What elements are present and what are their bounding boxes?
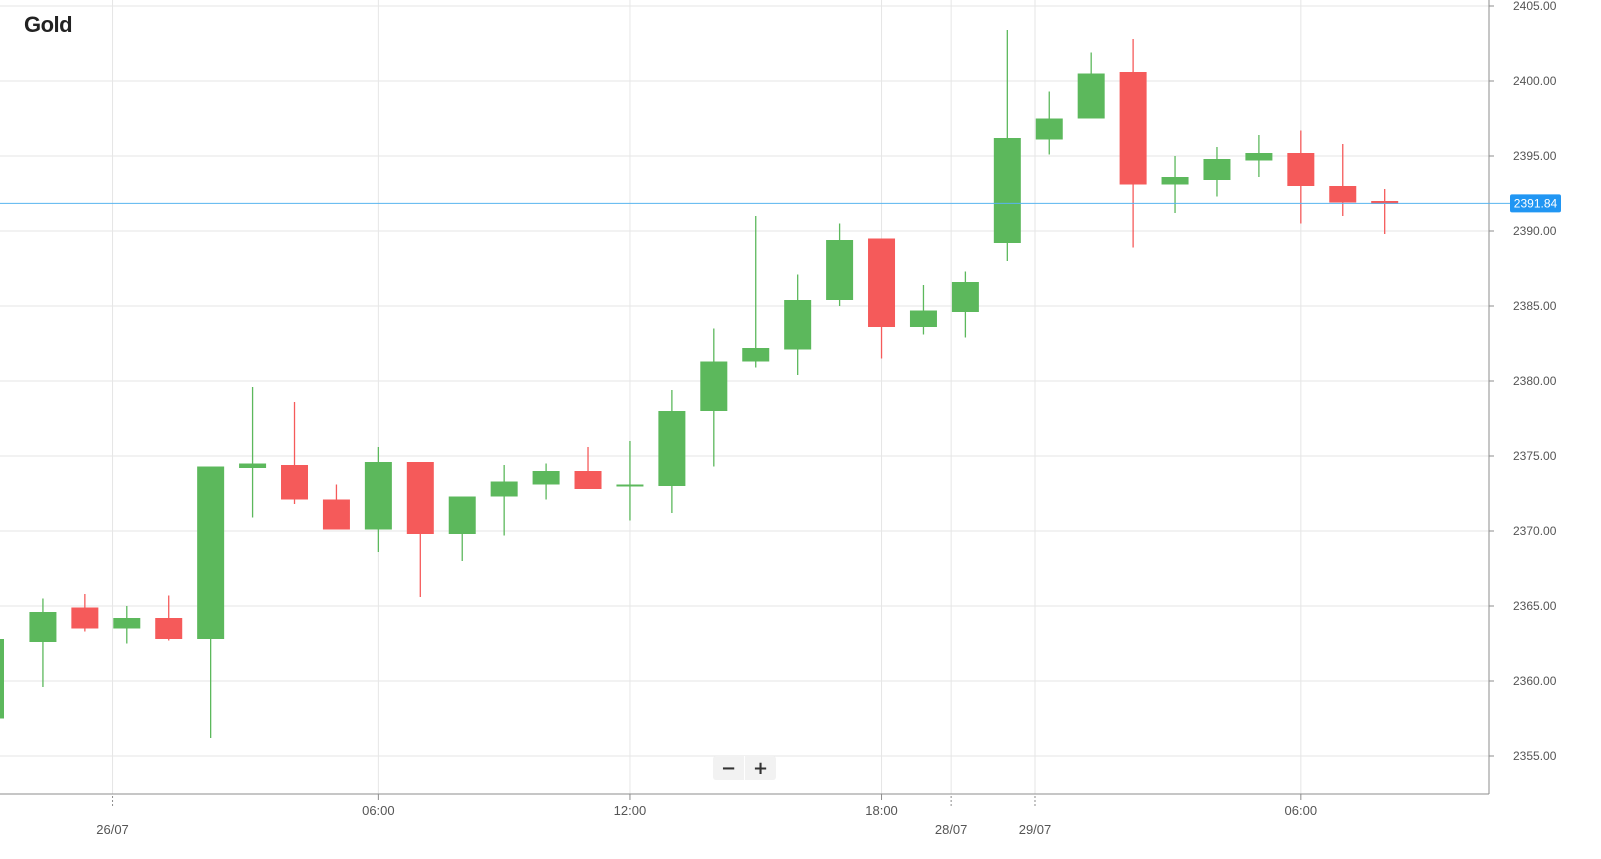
y-tick-label: 2395.00	[1513, 149, 1557, 163]
candle-body[interactable]	[616, 484, 644, 487]
zoom-controls: − +	[713, 756, 776, 780]
candle-body[interactable]	[826, 240, 854, 300]
x-tick-label: 12:00	[614, 803, 647, 818]
candle-body[interactable]	[281, 465, 309, 500]
current-price-label: 2391.84	[1514, 196, 1558, 210]
y-tick-label: 2385.00	[1513, 299, 1557, 313]
candle-body[interactable]	[742, 348, 770, 362]
candle-body[interactable]	[1119, 72, 1147, 185]
current-price-tag	[1510, 194, 1561, 213]
candle-body[interactable]	[29, 612, 57, 642]
x-tick-label: 28/07	[935, 822, 968, 837]
candle-body[interactable]	[909, 310, 937, 328]
chart-title: Gold	[24, 12, 73, 37]
candle-body[interactable]	[406, 462, 434, 534]
candle-body[interactable]	[574, 471, 602, 489]
candle-body[interactable]	[1035, 118, 1063, 140]
candle-body[interactable]	[658, 411, 686, 486]
candle-body[interactable]	[322, 499, 350, 530]
y-tick-label: 2390.00	[1513, 224, 1557, 238]
y-tick-label: 2380.00	[1513, 374, 1557, 388]
candle-body[interactable]	[700, 361, 728, 412]
y-tick-label: 2365.00	[1513, 599, 1557, 613]
candle-body[interactable]	[1077, 73, 1105, 119]
y-tick-label: 2375.00	[1513, 449, 1557, 463]
x-tick-label: 26/07	[96, 822, 129, 837]
zoom-out-button[interactable]: −	[720, 757, 737, 779]
y-tick-label: 2370.00	[1513, 524, 1557, 538]
candle-body[interactable]	[448, 496, 476, 535]
candle-body[interactable]	[490, 481, 518, 497]
candle-body[interactable]	[239, 463, 267, 469]
y-tick-label: 2355.00	[1513, 749, 1557, 763]
x-tick-label: 18:00	[865, 803, 898, 818]
candle-body[interactable]	[1203, 159, 1231, 180]
candle-body[interactable]	[1371, 201, 1399, 204]
y-tick-label: 2405.00	[1513, 0, 1557, 13]
candle-body[interactable]	[364, 462, 392, 530]
x-tick-label: 06:00	[1285, 803, 1318, 818]
candle-body[interactable]	[532, 471, 560, 485]
candle-body[interactable]	[155, 618, 183, 639]
candle-body[interactable]	[0, 639, 4, 719]
candle-body[interactable]	[1161, 177, 1189, 185]
zoom-in-button[interactable]: +	[744, 756, 776, 780]
candle-body[interactable]	[197, 466, 225, 640]
x-tick-label: 06:00	[362, 803, 395, 818]
candle-body[interactable]	[71, 607, 99, 629]
candle-body[interactable]	[993, 138, 1021, 243]
candle-body[interactable]	[951, 282, 979, 312]
candle-body[interactable]	[784, 300, 812, 350]
candle-body[interactable]	[113, 618, 141, 629]
candle-body[interactable]	[868, 238, 896, 328]
x-tick-label: 29/07	[1019, 822, 1052, 837]
candle-body[interactable]	[1287, 153, 1315, 186]
candle-body[interactable]	[1245, 153, 1273, 161]
candle-body[interactable]	[1329, 186, 1357, 203]
y-tick-label: 2360.00	[1513, 674, 1557, 688]
y-tick-label: 2400.00	[1513, 74, 1557, 88]
